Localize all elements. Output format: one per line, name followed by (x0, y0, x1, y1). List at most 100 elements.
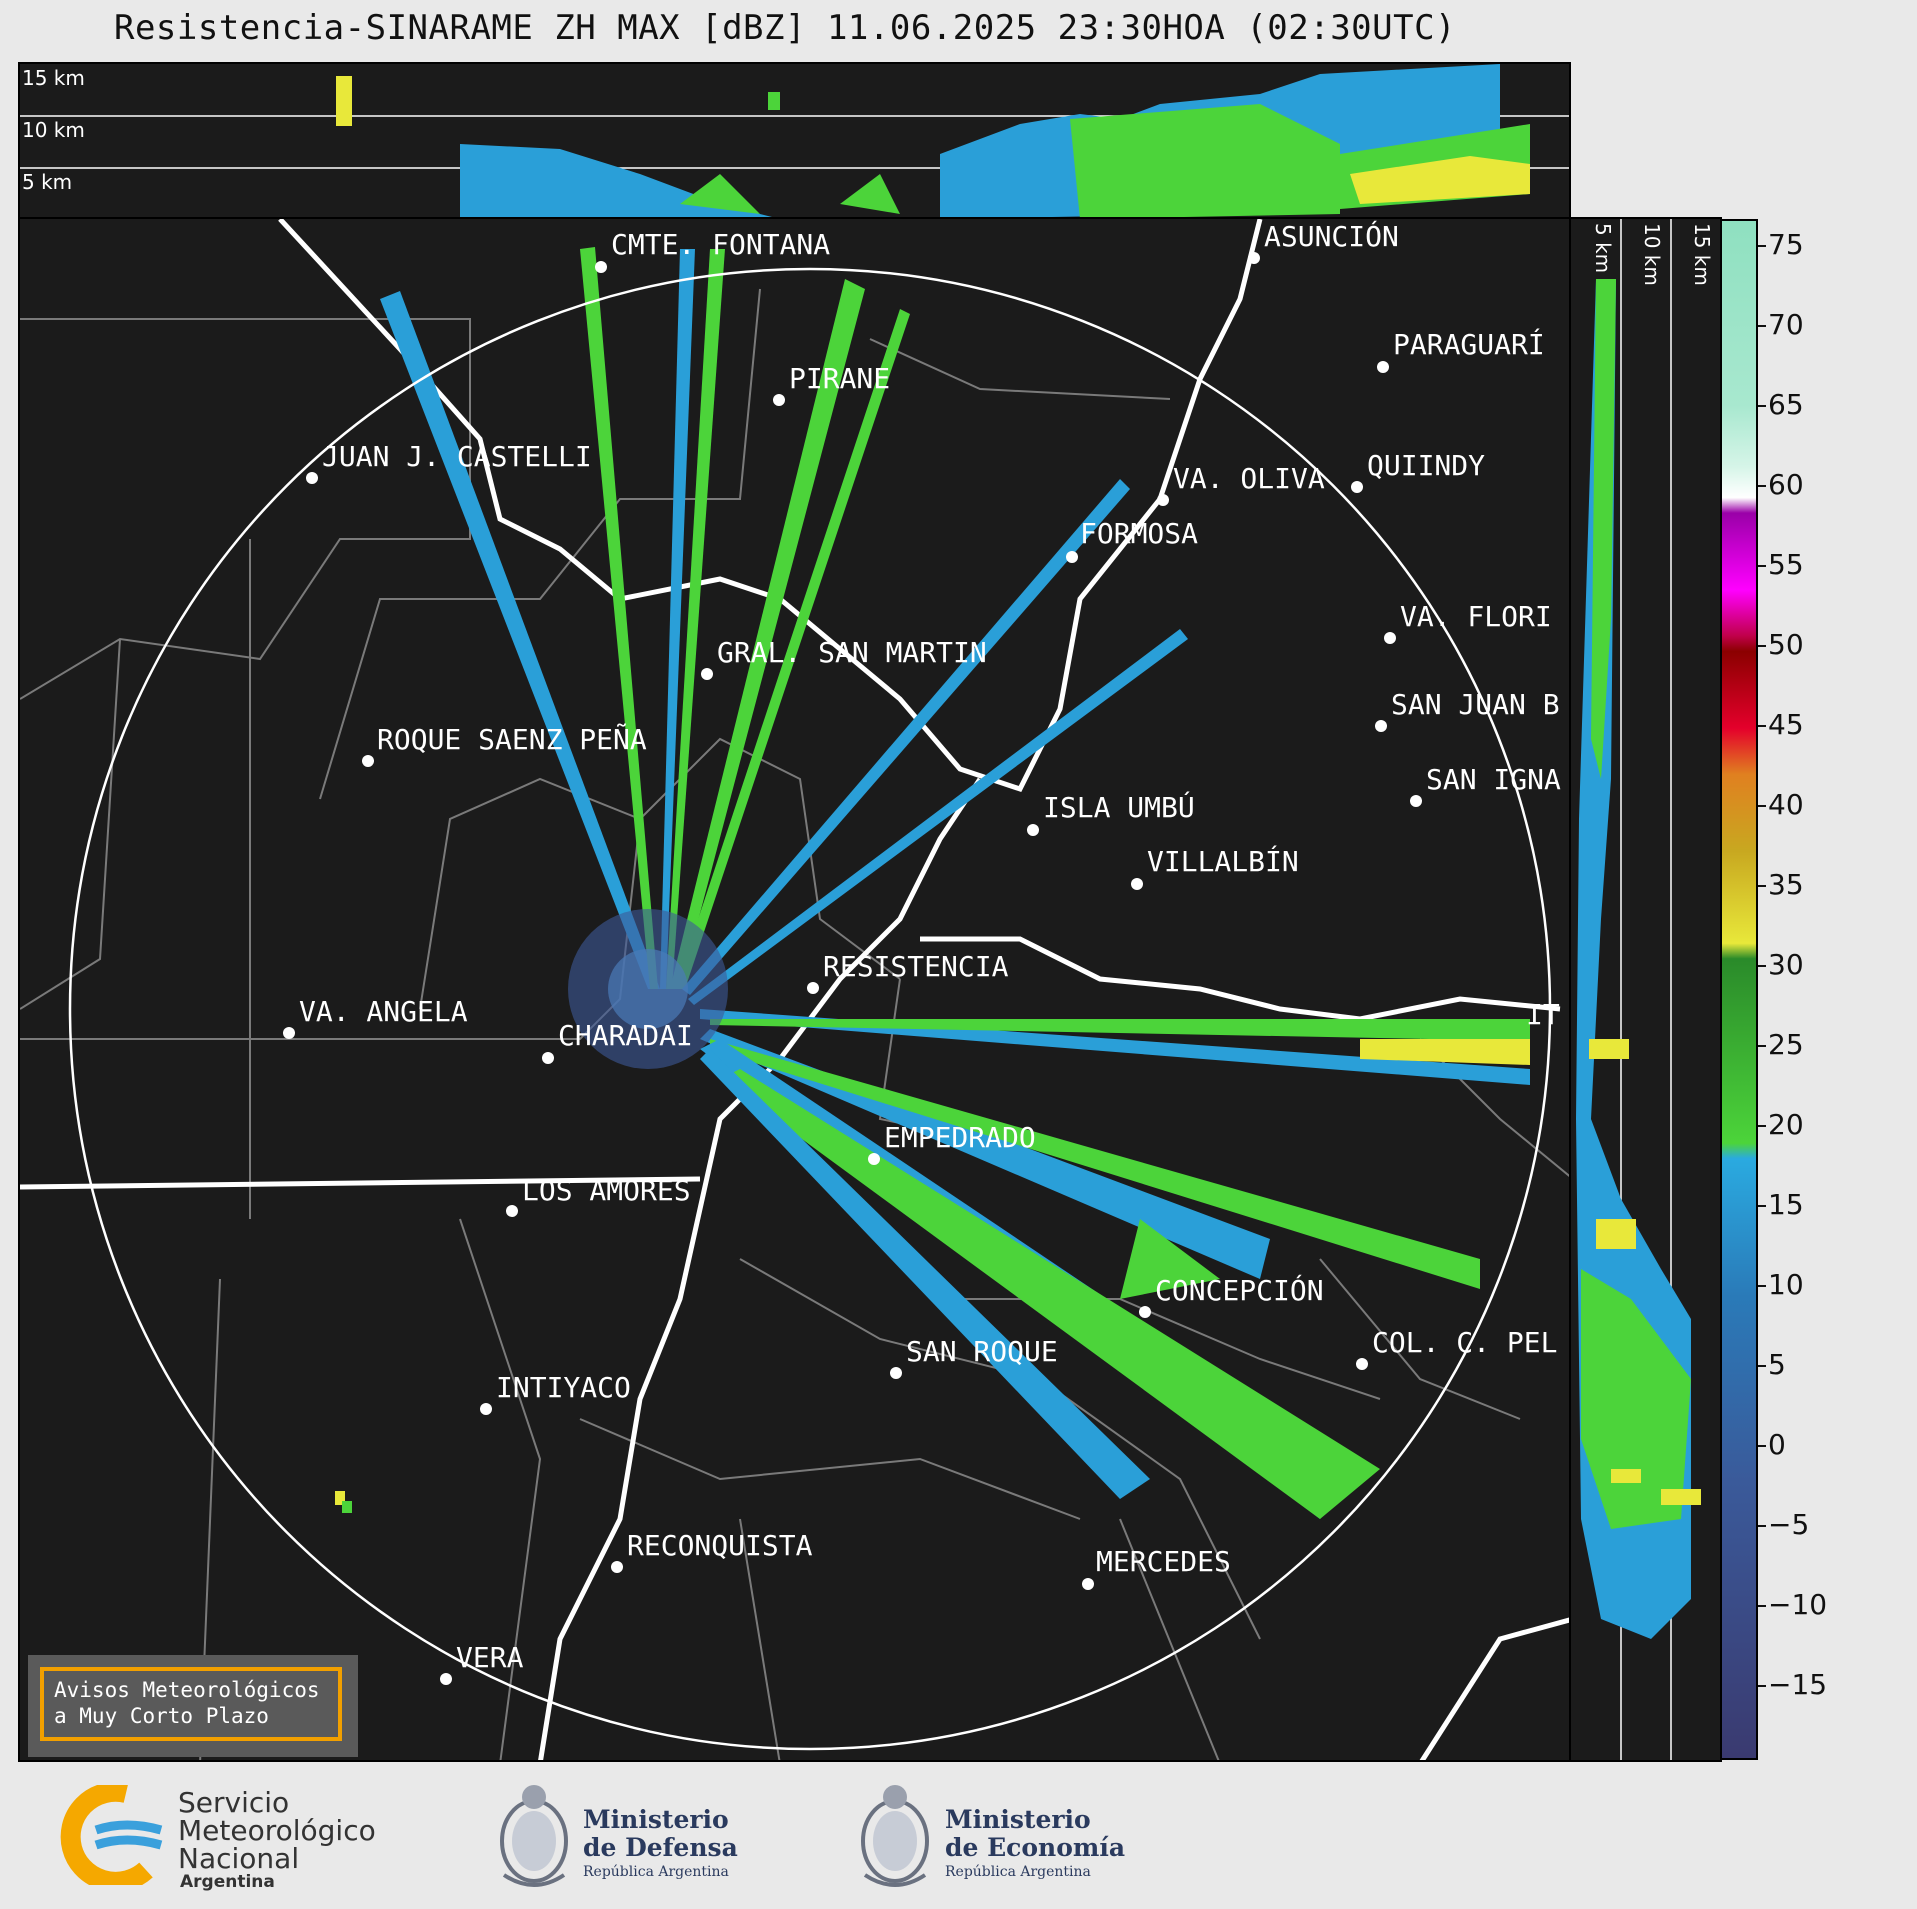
city-label-isla-umbu: ISLA UMBÚ (1043, 791, 1195, 824)
smn-line-1: Servicio (178, 1786, 290, 1819)
city-dot (611, 1561, 623, 1573)
economia-line-2: de Economía (945, 1833, 1126, 1862)
city-dot (1131, 878, 1143, 890)
city-dot (1248, 252, 1260, 264)
economia-line-3: República Argentina (945, 1864, 1091, 1880)
cbar-tickmark (1758, 1685, 1766, 1687)
city-label-it: IT (1526, 998, 1560, 1031)
city-label-san-juan-b: SAN JUAN B (1391, 688, 1560, 721)
cbar-tickmark (1758, 1525, 1766, 1527)
cbar-tickmark (1758, 1045, 1766, 1047)
profile-label-15km: 15 km (22, 66, 85, 90)
city-dot (506, 1205, 518, 1217)
city-label-quiindy: QUIINDY (1367, 449, 1486, 482)
city-dot (890, 1367, 902, 1379)
cbar-tickmark (1758, 565, 1766, 567)
cbar-tickmark (1758, 805, 1766, 807)
city-label-san-igna: SAN IGNA (1426, 763, 1561, 796)
cbar-tick-65: 65 (1768, 388, 1804, 421)
city-label-va-angela: VA. ANGELA (299, 995, 468, 1028)
radar-range-ring (68, 267, 1552, 1751)
cbar-tick-minus15: −15 (1768, 1668, 1828, 1701)
alert-box-border: Avisos Meteorológicos a Muy Corto Plazo (40, 1667, 342, 1741)
city-dot (773, 394, 785, 406)
smn-line-3: Nacional (178, 1842, 300, 1875)
city-label-asuncion: ASUNCIÓN (1264, 220, 1399, 253)
river-lines (20, 219, 1569, 1760)
cbar-tick-5: 5 (1768, 1348, 1786, 1381)
cbar-tick-60: 60 (1768, 468, 1804, 501)
cbar-tickmark (1758, 1205, 1766, 1207)
cbar-tickmark (1758, 405, 1766, 407)
alert-box[interactable]: Avisos Meteorológicos a Muy Corto Plazo (28, 1655, 358, 1757)
city-dot (306, 472, 318, 484)
side-label-15km: 15 km (1690, 223, 1714, 286)
cbar-tick-20: 20 (1768, 1108, 1804, 1141)
city-label-va-flori: VA. FLORI (1400, 600, 1552, 633)
city-dot (440, 1673, 452, 1685)
cbar-tickmark (1758, 245, 1766, 247)
city-dot (1157, 494, 1169, 506)
cbar-tickmark (1758, 885, 1766, 887)
city-label-intiyaco: INTIYACO (496, 1371, 631, 1404)
cbar-tickmark (1758, 645, 1766, 647)
city-dot (1410, 795, 1422, 807)
cbar-tick-30: 30 (1768, 948, 1804, 981)
city-label-los-amores: LOS AMORES (522, 1174, 691, 1207)
city-label-mercedes: MERCEDES (1096, 1545, 1231, 1578)
city-label-cmte-fontana: CMTE. FONTANA (611, 228, 831, 261)
cbar-tick-50: 50 (1768, 628, 1804, 661)
city-label-paraguari: PARAGUARÍ (1393, 328, 1545, 361)
city-dot (1082, 1578, 1094, 1590)
side-profile-plot (1576, 219, 1701, 1760)
cbar-tickmark (1758, 725, 1766, 727)
city-dot (807, 982, 819, 994)
city-label-vera: VERA (456, 1641, 524, 1674)
radar-map (18, 217, 1571, 1762)
cbar-tick-0: 0 (1768, 1428, 1786, 1461)
top-profile-plot (20, 64, 1569, 217)
alert-line-1: Avisos Meteorológicos (54, 1678, 320, 1702)
cbar-tickmark (1758, 1605, 1766, 1607)
cbar-tickmark (1758, 965, 1766, 967)
city-label-concepcion: CONCEPCIÓN (1155, 1274, 1324, 1307)
city-label-juan-j-castelli: JUAN J. CASTELLI (322, 440, 592, 473)
city-dot (1384, 632, 1396, 644)
cbar-tick-15: 15 (1768, 1188, 1804, 1221)
city-label-pirane: PIRANE (789, 362, 891, 395)
cbar-tick-70: 70 (1768, 308, 1804, 341)
city-label-va-oliva: VA. OLIVA (1173, 462, 1325, 495)
radar-map-drawing (20, 219, 1569, 1760)
cbar-tick-35: 35 (1768, 868, 1804, 901)
cbar-tickmark (1758, 1125, 1766, 1127)
national-shield-icon (500, 1785, 568, 1887)
smn-line-2: Meteorológico (178, 1814, 376, 1847)
cbar-tick-40: 40 (1768, 788, 1804, 821)
side-label-10km: 10 km (1640, 223, 1664, 286)
city-label-gral-san-martin: GRAL. SAN MARTIN (717, 636, 987, 669)
cbar-tick-10: 10 (1768, 1268, 1804, 1301)
cbar-tickmark (1758, 485, 1766, 487)
city-label-empedrado: EMPEDRADO (884, 1121, 1036, 1154)
side-profile-panel: 5 km 10 km 15 km (1569, 217, 1722, 1762)
city-label-roque-saenz-pena: ROQUE SAENZ PEÑA (377, 723, 647, 756)
national-shield-icon (861, 1785, 929, 1887)
defensa-line-2: de Defensa (583, 1833, 738, 1862)
city-dot (283, 1027, 295, 1039)
cbar-tick-minus5: −5 (1768, 1508, 1810, 1541)
city-dot (1027, 824, 1039, 836)
defensa-line-1: Ministerio (583, 1805, 729, 1834)
city-dot (1139, 1306, 1151, 1318)
profile-label-5km: 5 km (22, 170, 73, 194)
city-dot (1377, 361, 1389, 373)
city-dot (701, 668, 713, 680)
smn-logo-icon (60, 1785, 163, 1885)
cbar-tickmark (1758, 1445, 1766, 1447)
map-title: Resistencia-SINARAME ZH MAX [dBZ] 11.06.… (113, 8, 1457, 48)
city-dot (362, 755, 374, 767)
defensa-line-3: República Argentina (583, 1864, 729, 1880)
alert-line-2: a Muy Corto Plazo (54, 1704, 269, 1728)
cbar-tickmark (1758, 1285, 1766, 1287)
economia-line-1: Ministerio (945, 1805, 1091, 1834)
top-profile-panel: 15 km 10 km 5 km (18, 62, 1571, 219)
